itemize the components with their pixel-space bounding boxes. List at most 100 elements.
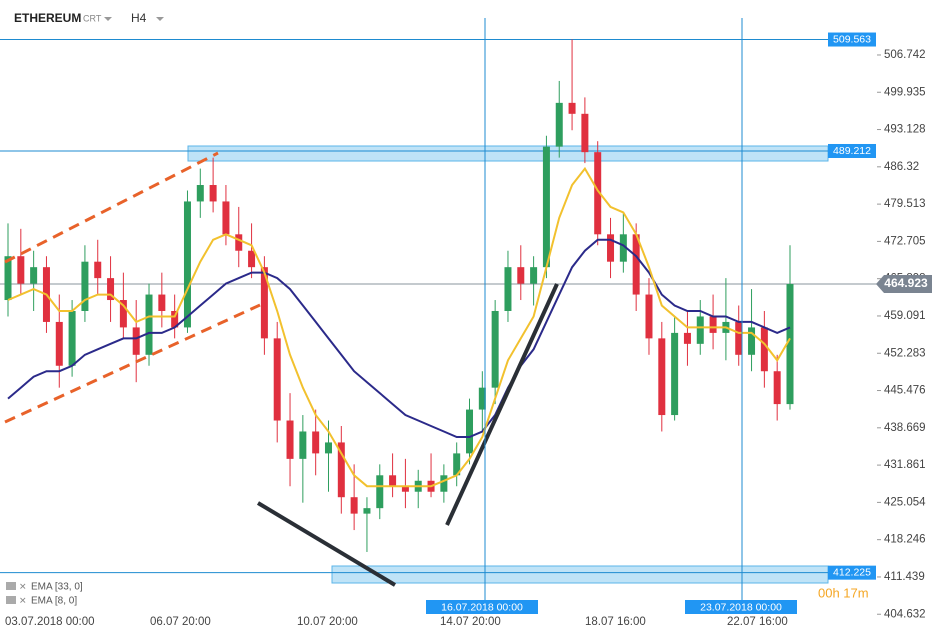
x-tick-label: 22.07 16:00	[727, 616, 788, 628]
candle-body	[658, 338, 666, 416]
candle-body	[568, 102, 576, 114]
candle-body	[350, 497, 358, 514]
candle-body	[735, 321, 743, 355]
candle-body	[389, 475, 397, 487]
legend-close[interactable]: ✕	[19, 581, 27, 591]
candle-body	[632, 234, 640, 295]
y-tick-label: 486.32	[884, 161, 919, 173]
candle-body	[55, 321, 63, 366]
y-tick-label: 479.513	[884, 198, 926, 210]
y-tick-label: 472.705	[884, 235, 926, 247]
candle-body	[748, 327, 756, 355]
level-label: 509.563	[833, 33, 871, 45]
candle-body	[671, 332, 679, 416]
x-tick-label: 10.07 20:00	[297, 616, 358, 628]
candle-body	[107, 278, 115, 301]
candle-body	[68, 310, 76, 366]
candle-body	[158, 294, 166, 311]
candle-body	[273, 338, 281, 421]
candle-body	[607, 234, 615, 262]
y-tick-label: 438.669	[884, 422, 926, 434]
dropdown-arrow[interactable]	[104, 17, 112, 21]
legend-close[interactable]: ✕	[19, 595, 27, 605]
legend-icon[interactable]	[6, 582, 16, 590]
candle-body	[17, 256, 25, 284]
legend-entry: EMA [8, 0]	[31, 596, 77, 607]
interval[interactable]: H4	[131, 11, 147, 25]
candle-body	[4, 256, 12, 301]
candle-body	[453, 453, 461, 476]
trendline	[445, 283, 559, 526]
candle-body	[222, 201, 230, 235]
legend-icon[interactable]	[6, 596, 16, 604]
marker-box	[426, 600, 538, 614]
candle-body	[145, 294, 153, 355]
level-label-box	[828, 32, 876, 47]
plot	[0, 39, 878, 574]
dropdown-arrow[interactable]	[156, 17, 164, 21]
level-label: 489.212	[833, 145, 871, 157]
y-tick-label: 459.091	[884, 310, 926, 322]
level-label-box	[828, 143, 876, 158]
marker-label: 23.07.2018 00:00	[700, 601, 782, 613]
legend-entry: EMA [33, 0]	[31, 582, 83, 593]
candle-body	[119, 300, 127, 328]
resistance-zone	[187, 145, 829, 162]
y-tick-label: 452.283	[884, 347, 926, 359]
last-price-box	[876, 275, 932, 294]
candle-body	[312, 431, 320, 454]
candle-body	[542, 146, 550, 268]
y-tick-label: 411.439	[884, 571, 925, 583]
marker-label: 16.07.2018 00:00	[441, 601, 523, 613]
ema-line	[7, 166, 791, 488]
x-tick-label: 18.07 16:00	[585, 616, 646, 628]
candle-body	[235, 234, 243, 251]
candle-body	[581, 113, 589, 153]
candle-body	[363, 508, 371, 514]
candle-body	[478, 387, 486, 410]
legend: ✕ EMA [33, 0] ✕ EMA [8, 0]	[6, 581, 83, 607]
candle-body	[491, 310, 499, 388]
candle-body	[260, 267, 268, 339]
instrument[interactable]: ETHEREUM	[14, 11, 81, 25]
x-tick-label: 14.07 20:00	[440, 616, 501, 628]
candle-body	[171, 310, 179, 328]
candle-body	[760, 327, 768, 372]
y-tick-label: 506.742	[884, 49, 926, 61]
candle-body	[594, 152, 602, 235]
candle-body	[81, 261, 89, 311]
candle-body	[466, 409, 474, 454]
candle-body	[709, 316, 717, 333]
candle-body	[619, 234, 627, 262]
y-tick-label: 499.935	[884, 86, 926, 98]
candle-body	[555, 102, 563, 147]
candle-body	[401, 486, 409, 492]
level-label: 412.225	[833, 566, 871, 578]
candle-body	[132, 327, 140, 355]
x-tick-label: 03.07.2018 00:00	[5, 616, 95, 628]
candle-body	[773, 371, 781, 405]
candle-body	[299, 431, 307, 459]
channel-lower	[4, 303, 261, 424]
ema-line	[7, 238, 791, 438]
source[interactable]: CRT	[83, 13, 102, 23]
y-tick-label: 431.861	[884, 459, 926, 471]
trendlines	[4, 151, 559, 587]
level-label-box	[828, 565, 876, 580]
candle-body	[183, 201, 191, 328]
candle-body	[440, 475, 448, 492]
candle-body	[786, 284, 794, 405]
candle-body	[645, 294, 653, 339]
channel-upper	[4, 151, 219, 264]
candle-body	[696, 316, 704, 344]
candle-body	[209, 185, 217, 202]
trendline	[256, 501, 397, 587]
y-tick-label: 493.128	[884, 124, 926, 136]
candle-body	[248, 250, 256, 268]
candle-body	[504, 267, 512, 311]
marker-box	[685, 600, 797, 614]
candle-body	[286, 420, 294, 459]
candle-body	[530, 267, 538, 284]
candle-body	[376, 475, 384, 509]
x-tick-label: 06.07 20:00	[150, 616, 211, 628]
